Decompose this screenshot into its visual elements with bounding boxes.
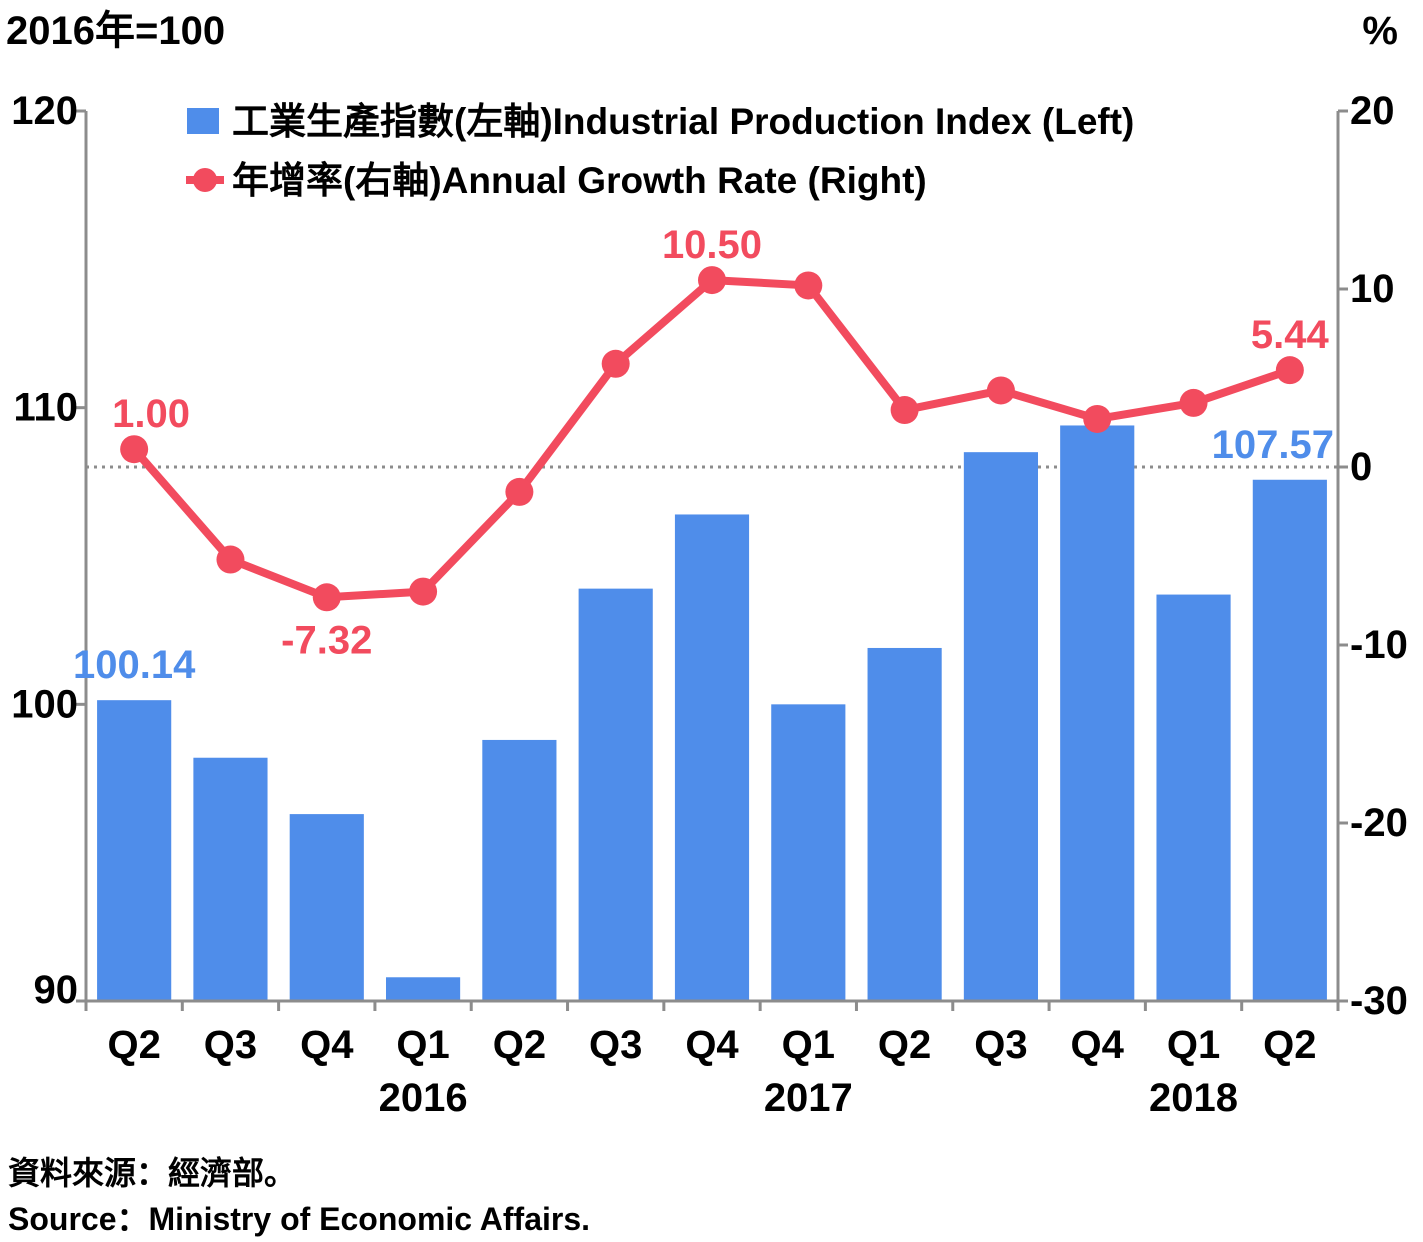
bar-6 [674,514,750,1001]
bar-12 [1252,479,1327,1001]
growth-point-12 [1275,356,1304,385]
right-axis-unit: % [1362,9,1398,53]
growth-point-10 [1083,404,1112,433]
x-tick-label: Q4 [1071,1023,1125,1067]
growth-point-8 [890,396,919,425]
bar-4 [482,739,557,1001]
right-tick-label: 10 [1350,267,1395,311]
x-tick-label: Q2 [878,1023,931,1067]
x-tick-label: Q1 [396,1023,449,1067]
right-tick-label: -20 [1350,801,1408,845]
line-data-label: 10.50 [662,223,762,267]
line-series [120,266,1304,612]
bar-8 [867,647,942,1001]
source-note-en: Source：Ministry of Economic Affairs. [8,1201,591,1237]
bar-data-label: 107.57 [1212,423,1334,467]
right-tick-label: 20 [1350,89,1395,133]
bar-5 [578,588,653,1001]
year-label: 2018 [1149,1076,1238,1120]
bar-2 [289,814,364,1001]
x-tick-label: Q4 [300,1023,354,1067]
bar-7 [771,704,846,1001]
x-tick-label: Q1 [782,1023,835,1067]
legend-line-label: 年增率(右軸)Annual Growth Rate (Right) [232,160,927,201]
left-axis-unit: 2016年=100 [6,9,225,53]
bar-1 [193,757,268,1001]
right-tick-label: 0 [1350,445,1372,489]
bar-11 [1156,594,1231,1001]
growth-point-6 [698,266,726,295]
legend: 工業生產指數(左軸)Industrial Production Index (L… [186,101,1134,201]
bar-data-label: 100.14 [73,643,196,687]
source-note-zh: 資料來源：經濟部。 [8,1155,297,1191]
bar-10 [1060,425,1135,1001]
year-label: 2017 [764,1076,853,1120]
left-tick-label: 90 [34,968,79,1012]
x-tick-label: Q4 [685,1023,739,1067]
bar-0 [97,700,172,1001]
line-data-label: 1.00 [112,392,190,436]
growth-point-2 [312,583,341,612]
right-tick-label: -10 [1350,623,1408,667]
legend-line-marker [193,168,217,192]
bar-series [97,425,1327,1002]
line-data-label: 5.44 [1251,313,1330,357]
growth-point-4 [505,477,534,506]
x-tick-label: Q3 [974,1023,1027,1067]
growth-point-9 [986,376,1015,405]
growth-point-5 [601,349,630,378]
right-tick-label: -30 [1350,979,1408,1023]
line-data-label: -7.32 [281,618,372,662]
left-tick-label: 110 [13,386,78,430]
legend-bar-swatch [187,108,219,134]
labels: 100.14 107.57 1.00 -7.32 10.50 5.44 [73,223,1334,687]
growth-point-3 [409,577,438,606]
x-tick-label: Q1 [1167,1023,1220,1067]
legend-bar-label: 工業生產指數(左軸)Industrial Production Index (L… [232,101,1134,142]
left-tick-label: 100 [11,682,78,726]
bar-3 [385,977,461,1001]
growth-point-7 [794,271,823,300]
growth-point-11 [1179,388,1208,417]
year-label: 2016 [379,1076,468,1120]
growth-point-1 [216,545,245,574]
bar-9 [963,452,1039,1002]
left-tick-label: 120 [11,89,78,133]
axes: 90 100 110 120 -30 -20 -10 0 10 20 Q2 Q3 Q4 Q1 Q2 Q3 Q4 Q… [6,9,1408,1120]
x-tick-label: Q2 [493,1023,546,1067]
x-tick-label: Q3 [204,1023,257,1067]
x-tick-label: Q2 [1263,1023,1316,1067]
growth-point-0 [120,435,149,464]
x-tick-label: Q2 [107,1023,160,1067]
x-tick-label: Q3 [589,1023,642,1067]
